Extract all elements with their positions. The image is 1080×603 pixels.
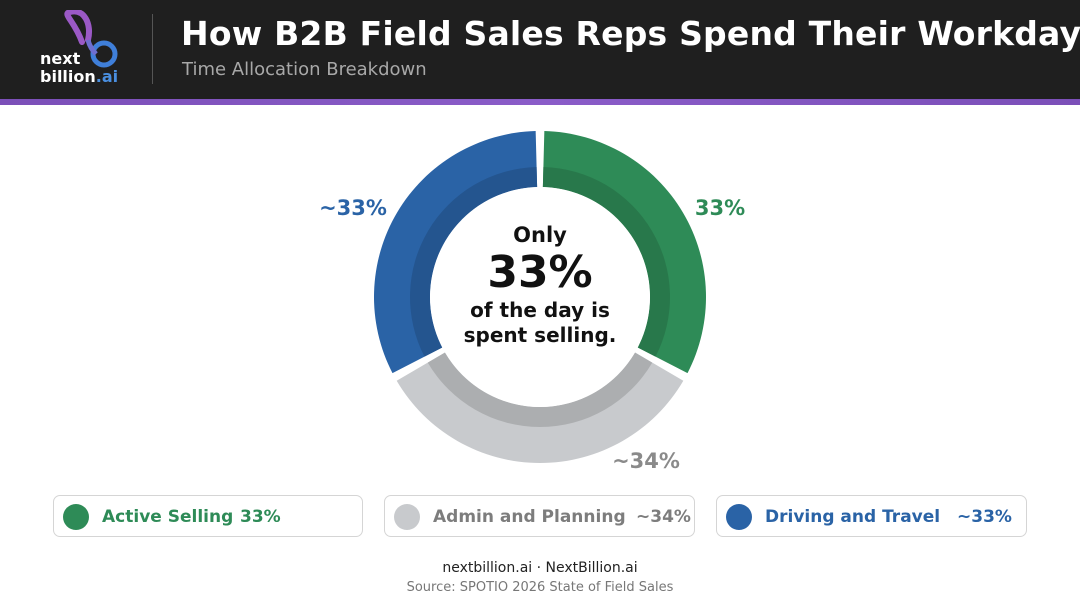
legend-value-admin-planning: ~34% (636, 507, 691, 527)
header-bar: next billion.ai How B2B Field Sales Reps… (0, 0, 1080, 99)
header-divider (152, 14, 153, 84)
legend-value-active-selling: 33% (240, 507, 281, 527)
data-label-admin-planning: ~34% (612, 449, 680, 473)
donut-slice-inner-admin-planning (427, 352, 653, 427)
legend-label-admin-planning: Admin and Planning (433, 507, 626, 527)
header-accent-stripe (0, 99, 1080, 105)
logo-mark-icon (64, 10, 118, 68)
donut-slice-inner-active-selling (542, 167, 670, 357)
data-label-active-selling: 33% (695, 196, 745, 220)
nextbillion-logo[interactable]: next billion.ai (34, 10, 126, 90)
center-text-line1: of the day is (470, 298, 610, 322)
logo-text-line2: billion.ai (40, 68, 118, 86)
logo-text: next billion.ai (40, 50, 118, 86)
center-text-percent: 33% (487, 247, 593, 298)
legend-swatch-active-selling (63, 504, 89, 530)
legend-swatch-driving-travel (726, 504, 752, 530)
legend-item-active-selling[interactable]: Active Selling 33% (53, 495, 363, 537)
legend-item-admin-planning[interactable]: Admin and Planning ~34% (384, 495, 695, 537)
footer-credit: nextbillion.ai · NextBillion.ai (442, 560, 638, 576)
legend-item-driving-travel[interactable]: Driving and Travel ~33% (716, 495, 1027, 537)
legend-value-driving-travel: ~33% (957, 507, 1012, 527)
page-title: How B2B Field Sales Reps Spend Their Wor… (181, 14, 1080, 53)
logo-text-line1: next (40, 49, 81, 68)
legend-swatch-admin-planning (394, 504, 420, 530)
data-label-driving-travel: ~33% (319, 196, 387, 220)
legend-label-active-selling: Active Selling (102, 507, 234, 527)
logo-text-billion: billion (40, 67, 96, 86)
footer-source: Source: SPOTIO 2026 State of Field Sales (406, 580, 674, 595)
donut-slice-inner-driving-travel (409, 167, 538, 357)
center-text-only: Only (513, 223, 567, 247)
donut-center-hole (430, 187, 650, 407)
donut-center-text: Only 33% of the day is spent selling. (440, 222, 640, 348)
page-subtitle: Time Allocation Breakdown (182, 59, 427, 80)
center-text-line2: spent selling. (463, 323, 617, 347)
logo-text-ai: .ai (95, 67, 119, 86)
legend-label-driving-travel: Driving and Travel (765, 507, 941, 527)
